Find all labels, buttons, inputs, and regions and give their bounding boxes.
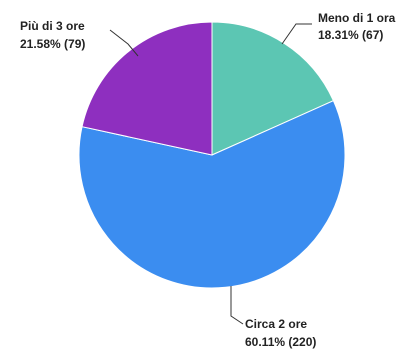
slice-value-circa-2-ore: 60.11% (220) xyxy=(245,335,316,349)
slice-value-piu-di-3-ore: 21.58% (79) xyxy=(20,37,85,51)
pie-slice-meno-di-1-ora xyxy=(211,21,335,156)
leader-line-piu-di-3-ore xyxy=(109,29,139,57)
slice-label-piu-di-3-ore: Più di 3 ore xyxy=(20,19,85,33)
leader-line-circa-2-ore xyxy=(230,286,244,325)
pie-slice-circa-2-ore xyxy=(78,100,346,289)
pie-slices xyxy=(78,21,346,289)
leader-line-meno-di-1-ora xyxy=(281,23,312,45)
slice-label-meno-di-1-ora: Meno di 1 ora xyxy=(318,11,396,25)
pie-slice-pi-di-3-ore xyxy=(81,21,213,156)
slice-value-meno-di-1-ora: 18.31% (67) xyxy=(318,28,383,42)
slice-label-circa-2-ore: Circa 2 ore xyxy=(245,317,307,331)
